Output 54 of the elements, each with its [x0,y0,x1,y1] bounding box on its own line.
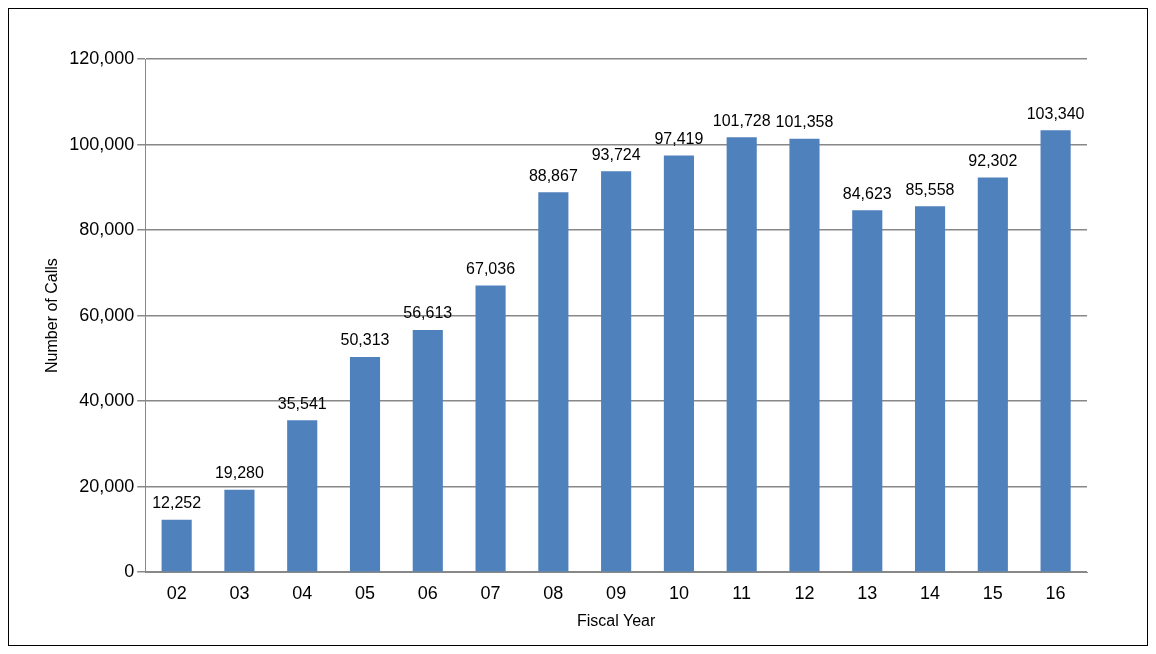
x-tick-label: 13 [857,582,878,603]
bar [789,138,820,572]
data-label: 56,613 [403,304,453,322]
data-label: 84,623 [842,184,892,202]
bar [726,137,757,572]
bar [224,489,255,572]
x-tick-label: 04 [292,582,313,603]
bar [1040,130,1071,572]
y-axis-title: Number of Calls [43,258,61,373]
data-label: 19,280 [214,464,265,482]
data-label: 101,728 [712,111,771,129]
data-label: 97,419 [654,129,704,147]
data-label: 67,036 [466,259,516,277]
data-label: 101,358 [775,113,834,131]
x-tick-label: 06 [417,582,438,603]
data-label: 35,541 [277,394,327,412]
x-tick-label: 03 [229,582,250,603]
bar [852,210,883,572]
bar [601,171,632,572]
x-tick-label: 09 [606,582,627,603]
bar [538,192,569,572]
data-label: 92,302 [968,151,1018,169]
bar [412,330,443,572]
x-tick-label: 16 [1045,582,1066,603]
bar [475,285,506,572]
bar [349,357,381,572]
bar [287,420,318,572]
x-tick-label: 02 [166,582,187,603]
bar [161,519,192,572]
data-label: 12,252 [152,494,202,512]
y-tick-label: 0 [124,561,135,582]
x-tick-label: 11 [732,582,752,603]
data-label: 50,313 [340,331,390,349]
x-tick-label: 10 [668,582,689,603]
x-tick-label: 07 [480,582,501,603]
data-label: 103,340 [1026,104,1085,122]
x-tick-label: 08 [543,582,564,603]
data-label: 85,558 [905,180,955,198]
x-axis-title: Fiscal Year [577,611,656,629]
x-tick-label: 05 [354,582,376,603]
y-tick-label: 100,000 [69,133,135,154]
data-label: 88,867 [528,166,578,184]
x-tick-label: 12 [794,582,815,603]
data-label: 93,724 [591,145,641,163]
y-tick-label: 60,000 [79,304,135,325]
x-tick-label: 14 [920,582,941,603]
bar [977,177,1008,572]
y-tick-label: 20,000 [79,475,135,496]
bar [663,155,694,572]
y-tick-label: 80,000 [79,219,135,240]
x-tick-label: 15 [982,582,1003,603]
y-tick-label: 120,000 [69,47,135,68]
bar [914,206,946,572]
y-tick-label: 40,000 [79,390,135,411]
